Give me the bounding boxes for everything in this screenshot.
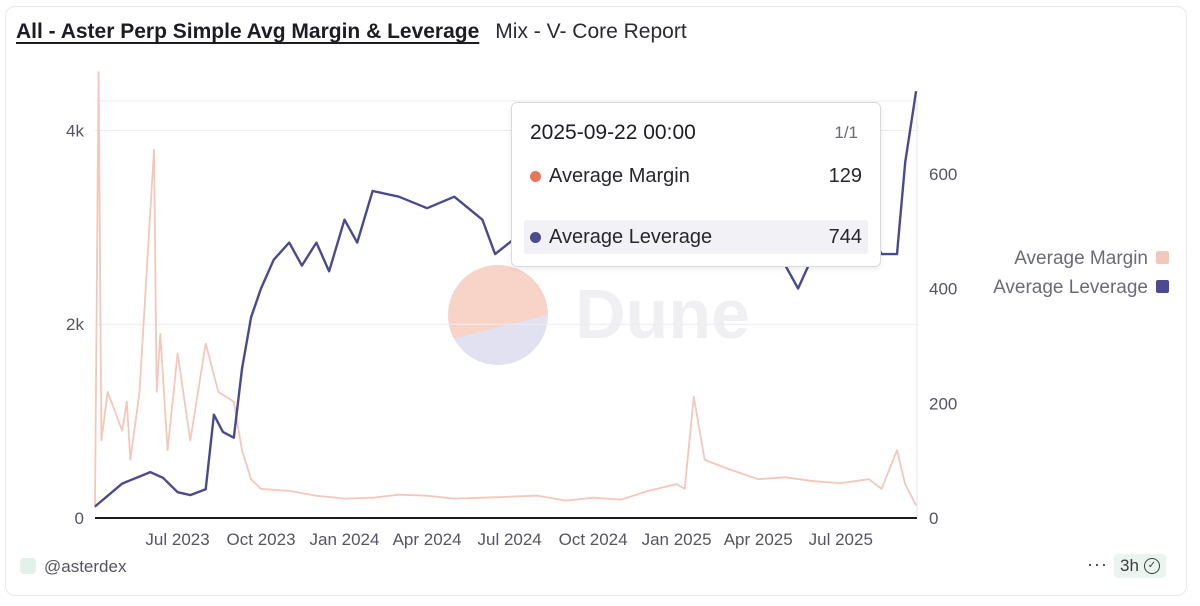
x-tick-label: Oct 2024 <box>559 530 628 549</box>
y-right-tick-label: 0 <box>929 509 938 528</box>
refresh-badge[interactable]: 3h ✓ <box>1114 554 1166 578</box>
y-left-tick-label: 2k <box>66 315 84 334</box>
refresh-age: 3h <box>1120 556 1139 575</box>
leverage-dot-icon <box>530 231 541 243</box>
tooltip-series-value: 129 <box>828 164 862 187</box>
legend-swatch <box>1156 280 1169 293</box>
author-avatar <box>20 558 36 574</box>
y-right-tick-label: 600 <box>929 165 957 184</box>
x-tick-label: Jul 2025 <box>809 530 873 549</box>
grid-lines <box>95 100 918 518</box>
chart-tooltip: 2025-09-22 00:00 1/1 Average Margin 129 … <box>511 102 881 267</box>
tooltip-series-name: Average Margin <box>549 164 690 187</box>
more-options-button[interactable]: ··· <box>1087 554 1108 574</box>
y-right-tick-label: 400 <box>929 280 957 299</box>
legend-item-average-margin[interactable]: Average Margin <box>1014 248 1169 269</box>
tooltip-row-leverage: Average Leverage 744 <box>524 220 868 254</box>
x-tick-label: Apr 2024 <box>393 530 462 549</box>
dashboard-subtitle: Mix - V- Core Report <box>495 20 687 43</box>
x-tick-label: Jul 2024 <box>477 530 541 549</box>
tooltip-series-value: 744 <box>828 225 862 248</box>
y-left-tick-label: 4k <box>66 121 84 140</box>
legend-label: Average Leverage <box>993 277 1148 298</box>
legend-swatch <box>1156 251 1169 264</box>
y-right-tick-label: 200 <box>929 394 957 413</box>
x-tick-label: Jan 2024 <box>310 530 380 549</box>
x-tick-label: Jul 2023 <box>145 530 209 549</box>
legend-label: Average Margin <box>1014 248 1148 269</box>
chart-title[interactable]: All - Aster Perp Simple Avg Margin & Lev… <box>16 20 480 43</box>
tooltip-row-margin: Average Margin 129 <box>524 159 868 193</box>
tooltip-page-indicator: 1/1 <box>834 123 858 142</box>
watermark-text: Dune <box>575 275 750 353</box>
check-circle-icon: ✓ <box>1143 558 1160 574</box>
x-tick-label: Jan 2025 <box>642 530 712 549</box>
x-tick-label: Oct 2023 <box>227 530 296 549</box>
tooltip-date: 2025-09-22 00:00 <box>530 121 696 144</box>
author-handle[interactable]: @asterdex <box>44 557 127 576</box>
y-left-tick-label: 0 <box>75 509 84 528</box>
tooltip-series-name: Average Leverage <box>549 225 713 248</box>
series-line-average-leverage[interactable] <box>94 91 918 508</box>
series-line-average-margin[interactable] <box>94 71 917 509</box>
chart-header: All - Aster Perp Simple Avg Margin & Lev… <box>16 20 687 44</box>
dune-watermark: Dune <box>448 265 750 365</box>
x-tick-label: Apr 2025 <box>724 530 793 549</box>
margin-dot-icon <box>530 170 541 182</box>
legend-item-average-leverage[interactable]: Average Leverage <box>993 277 1169 298</box>
